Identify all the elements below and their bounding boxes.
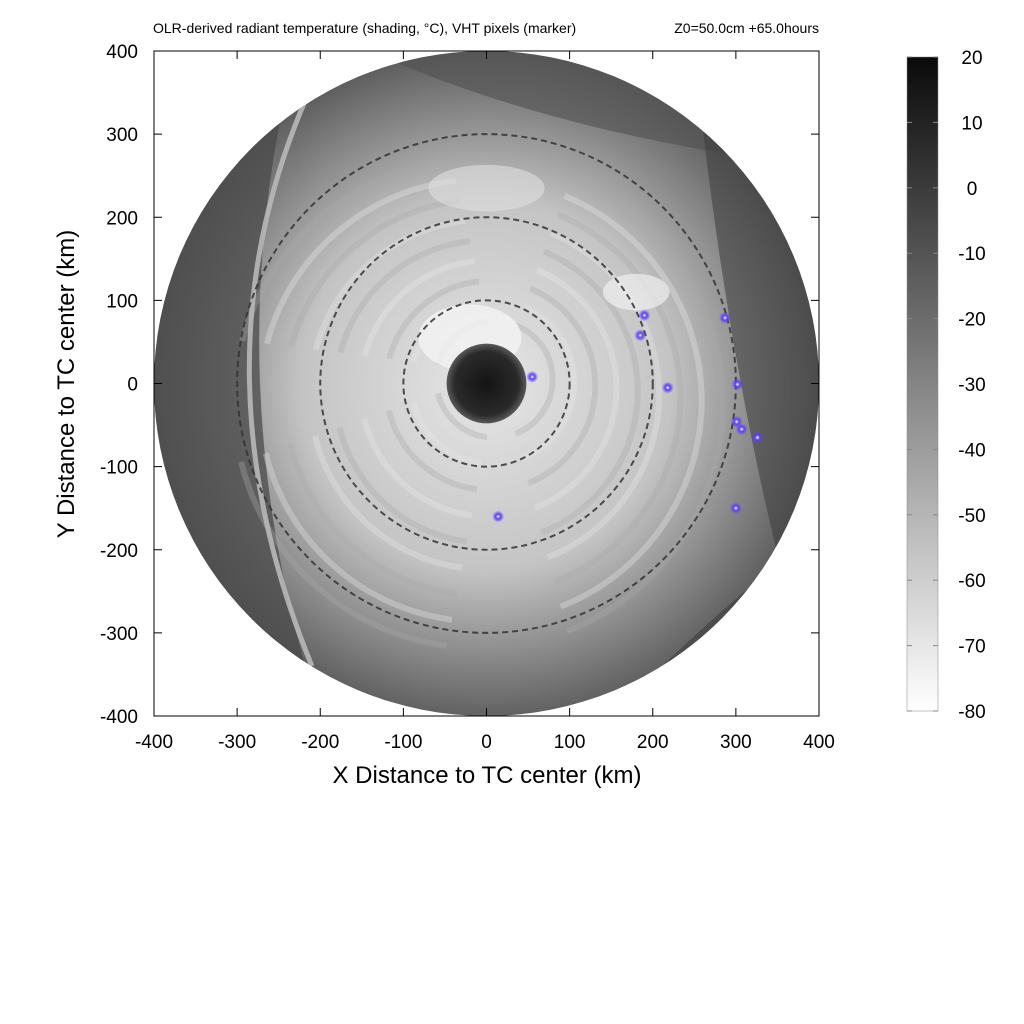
colorbar-tick-label: -20 [958,310,985,331]
cloud-swirl-arc [408,298,577,467]
x-tick-label: 200 [637,732,669,753]
cloud-swirl-arc [281,196,684,599]
x-tick-label: 400 [803,732,835,753]
swath-edge-line [246,51,331,668]
cold-cloud-top [428,164,545,212]
range-ring [402,299,571,468]
y-tick-label: 300 [106,125,138,146]
x-tick-label: -100 [384,732,422,753]
vht-marker [492,510,505,523]
x-axis-ticks: -400 -300 -200 -100 0 100 200 300 400 [135,51,835,753]
vht-marker [638,309,651,322]
colorbar-tick-label: -70 [958,637,985,658]
vht-marker [719,311,732,324]
chart-subtitle: Z0=50.0cm +65.0hours [674,20,819,36]
y-tick-label: 0 [127,375,138,396]
vht-marker [634,329,647,342]
y-tick-label: -100 [100,458,138,479]
cloud-swirl-arc [357,257,620,520]
x-tick-label: 300 [720,732,752,753]
y-tick-label: 400 [106,42,138,63]
tc-eye [446,343,527,424]
cloud-swirl-arc [433,318,556,441]
cloud-swirl-arc [256,176,705,625]
vht-marker [751,431,764,444]
y-tick-label: 200 [106,208,138,229]
vht-marker [526,370,539,383]
colorbar: 20 10 0 -10 -20 -30 -40 -50 -60 -70 -80 [906,48,986,723]
y-axis-label: Y Distance to TC center (km) [53,230,80,539]
colorbar-tick-label: 0 [967,179,978,200]
colorbar-tick-label: -50 [958,506,985,527]
colorbar-tick-label: -60 [958,571,985,592]
y-tick-label: 100 [106,291,138,312]
y-tick-label: -400 [100,707,138,728]
colorbar-tick-label: -10 [958,244,985,265]
x-tick-label: 100 [554,732,586,753]
x-tick-label: 0 [481,732,492,753]
x-axis-label: X Distance to TC center (km) [333,762,642,789]
vht-marker [729,502,742,515]
y-axis-ticks: 400 300 200 100 0 -100 -200 -300 -400 [100,42,819,728]
colorbar-gradient [906,56,939,712]
cloud-swirl-arc [382,277,599,494]
cloud-swirl-arc [306,216,663,573]
colorbar-tick-label: -40 [958,440,985,461]
olr-shading-field [154,51,819,716]
vht-marker [735,423,748,436]
y-tick-label: -200 [100,541,138,562]
vht-markers [492,309,764,523]
chart-title: OLR-derived radiant temperature (shading… [153,20,576,36]
cloud-swirl-arc [332,237,641,546]
x-tick-label: -200 [301,732,339,753]
x-tick-label: -300 [218,732,256,753]
colorbar-tick-label: 10 [961,113,982,134]
y-tick-label: -300 [100,624,138,645]
colorbar-tick-label: -30 [958,375,985,396]
vht-marker [661,381,674,394]
vht-marker [731,378,744,391]
x-tick-label: -400 [135,732,173,753]
colorbar-tick-label: -80 [958,702,985,723]
range-ring [319,216,654,551]
cloud-swirl-arc [231,156,726,651]
cold-cloud-top [602,273,670,311]
colorbar-tick-label: 20 [961,48,982,69]
